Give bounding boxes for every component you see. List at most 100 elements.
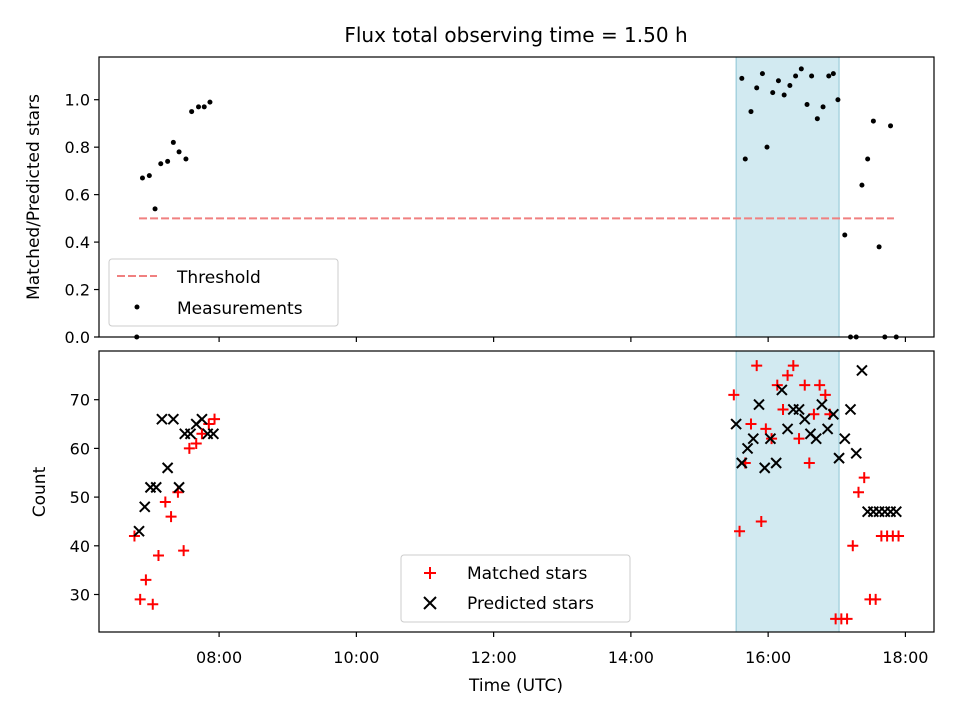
- observing-window-shade: [735, 350, 840, 633]
- matched-star-point: [841, 613, 853, 625]
- measurement-point: [146, 173, 152, 179]
- matched-star-point: [760, 423, 772, 435]
- predicted-star-point: [827, 408, 840, 421]
- measurement-point: [798, 66, 804, 72]
- measurement-point: [759, 71, 765, 77]
- predicted-star-point: [816, 398, 828, 411]
- x-tick-label: 16:00: [745, 648, 791, 667]
- measurement-point: [739, 75, 745, 81]
- predicted-star-point: [776, 384, 788, 396]
- predicted-star-point: [753, 398, 765, 411]
- y-tick-label: 0.0: [65, 328, 90, 347]
- predicted-star-point: [770, 457, 782, 469]
- predicted-star-point: [799, 413, 811, 425]
- measurement-point: [754, 85, 760, 91]
- x-tick-label: 12:00: [471, 648, 517, 667]
- ratio-panel: 0.0 0.2 0.4 0.6 0.8 1.0 Matched/Predicted sta…: [24, 56, 935, 347]
- matched-star-point: [777, 403, 789, 415]
- measurement-point: [865, 156, 871, 162]
- measurement-point: [770, 90, 776, 96]
- predicted-star-point: [764, 432, 777, 445]
- predicted-star-point: [150, 481, 162, 494]
- y-tick-label: 1.0: [65, 91, 90, 110]
- predicted-star-point: [161, 462, 174, 474]
- matched-legend-marker: [424, 567, 436, 579]
- measurement-point: [804, 101, 810, 107]
- threshold-legend-label: Threshold: [176, 268, 261, 288]
- measurement-point: [876, 244, 882, 250]
- predicted-star-point: [839, 432, 851, 445]
- measurement-point: [842, 232, 848, 238]
- matched-star-point: [152, 550, 164, 562]
- measurement-point: [748, 109, 754, 115]
- ratio-y-axis-label: Matched/Predicted stars: [24, 94, 44, 300]
- matched-star-point: [858, 472, 870, 484]
- measurement-point: [158, 161, 164, 167]
- predicted-star-point: [850, 447, 862, 459]
- matched-star-point: [793, 433, 805, 445]
- count-y-axis-label: Count: [30, 466, 50, 517]
- count-panel: 30 40 50 60 70 Count Matched stars Predicted…: [30, 350, 935, 637]
- y-tick-label: 0.4: [65, 233, 90, 252]
- predicted-star-point: [890, 506, 902, 518]
- measurement-point: [176, 149, 182, 155]
- measurement-point: [814, 116, 820, 122]
- predicted-legend-marker: [423, 596, 437, 610]
- y-tick-label: 70: [70, 391, 90, 410]
- plot-frame: [98, 350, 935, 633]
- predicted-star-point: [156, 413, 168, 425]
- matched-star-point: [814, 379, 826, 391]
- predicted-star-point: [747, 432, 759, 445]
- y-tick-label: 40: [70, 537, 90, 556]
- measurement-point: [152, 206, 158, 212]
- matched-star-point: [190, 438, 202, 450]
- predicted-star-point: [759, 462, 771, 474]
- measurement-point: [793, 73, 799, 79]
- matched-legend-label: Matched stars: [467, 564, 587, 584]
- measurement-point: [201, 104, 207, 110]
- matched-star-point: [159, 496, 171, 508]
- matched-star-point: [140, 574, 152, 586]
- y-tick-label: 60: [70, 439, 90, 458]
- measurement-point: [183, 156, 189, 162]
- predicted-star-point: [139, 501, 151, 513]
- matched-star-point: [847, 540, 859, 552]
- predicted-star-point: [173, 481, 185, 494]
- x-axis-label: Time (UTC): [468, 676, 563, 696]
- measurement-point: [781, 92, 787, 98]
- measurement-point: [196, 104, 202, 110]
- matched-star-point: [196, 428, 208, 440]
- predicted-legend-label: Predicted stars: [467, 594, 594, 614]
- matched-star-point: [819, 389, 831, 401]
- matched-star-point: [870, 593, 882, 605]
- predicted-star-point: [207, 428, 220, 440]
- predicted-star-point: [781, 423, 794, 435]
- measurement-point: [830, 71, 836, 77]
- measurement-point: [742, 156, 748, 162]
- y-tick-label: 0.8: [65, 138, 90, 157]
- matched-star-point: [734, 525, 746, 537]
- matched-star-point: [209, 413, 221, 425]
- matched-star-point: [165, 511, 177, 523]
- count-legend: Matched stars Predicted stars: [400, 554, 631, 623]
- predicted-star-point: [833, 452, 845, 464]
- x-tick-label: 18:00: [882, 648, 928, 667]
- measurement-point: [826, 73, 832, 79]
- x-tick-label: 10:00: [333, 648, 379, 667]
- ratio-legend: Threshold Measurements: [108, 258, 339, 327]
- measurement-point: [775, 78, 781, 84]
- predicted-star-point: [793, 403, 805, 416]
- plot-frame: [98, 56, 935, 338]
- matched-star-point: [183, 442, 195, 454]
- matched-star-point: [134, 593, 146, 605]
- matched-star-point: [803, 457, 815, 469]
- matched-star-point: [799, 379, 811, 391]
- x-tick-label: 08:00: [196, 648, 242, 667]
- matched-star-point: [178, 545, 190, 557]
- matched-star-point: [728, 389, 740, 401]
- y-tick-label: 0.2: [65, 281, 90, 300]
- matched-star-point: [745, 418, 757, 430]
- measurement-point: [820, 104, 826, 110]
- measurement-point: [139, 175, 145, 181]
